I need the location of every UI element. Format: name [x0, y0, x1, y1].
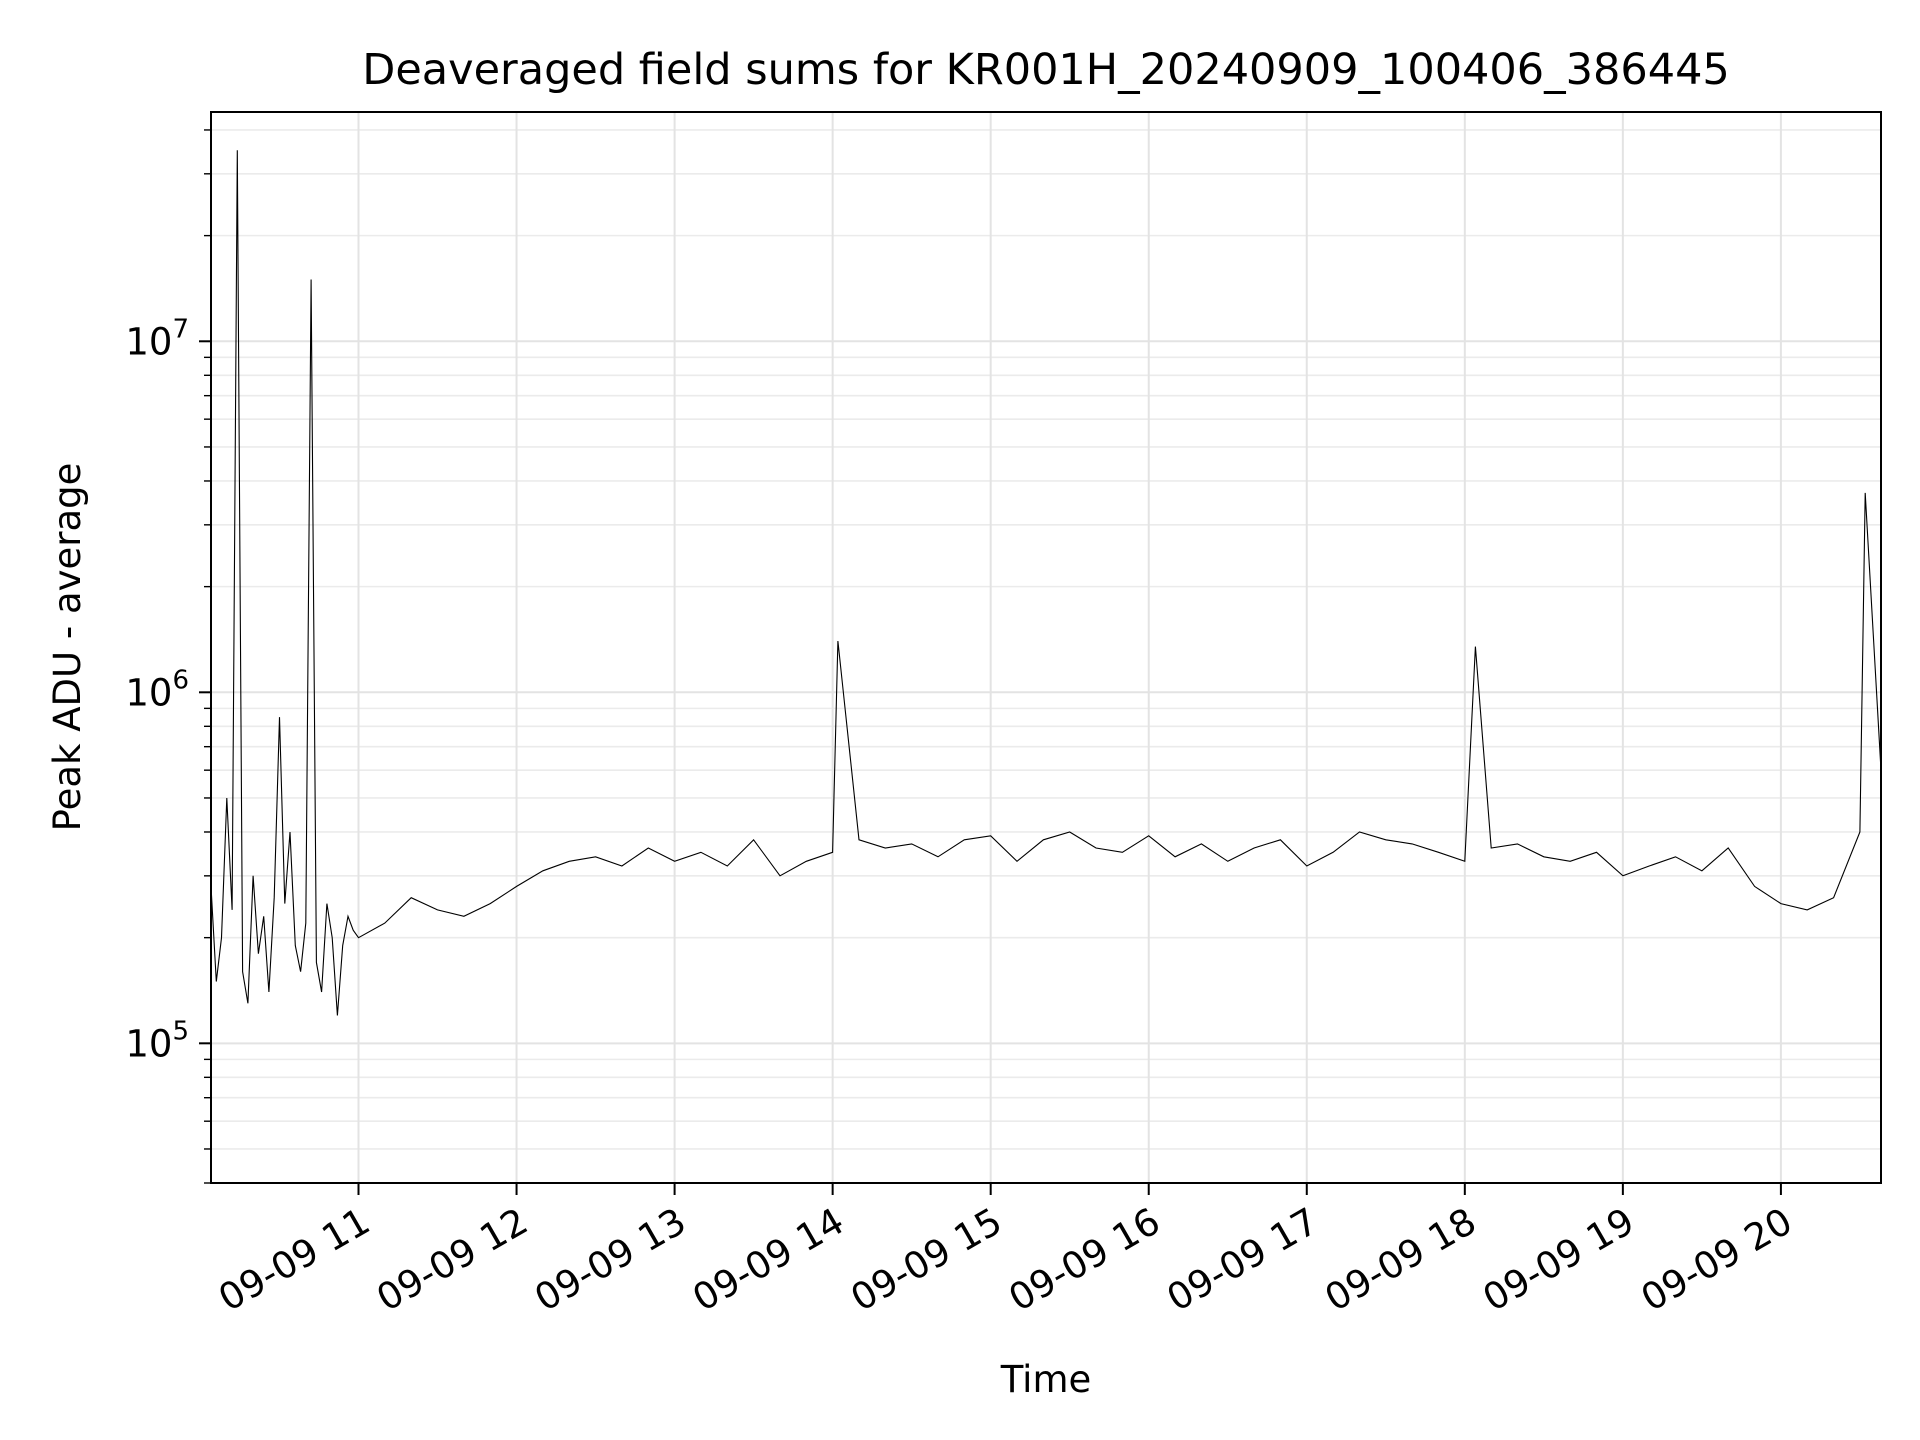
- series-line: [210, 150, 1882, 1016]
- y-axis-label: Peak ADU - average: [46, 463, 89, 832]
- axes-frame: [210, 111, 1882, 1184]
- y-tick-label: 106: [125, 665, 189, 714]
- x-axis-label: Time: [1000, 1358, 1092, 1401]
- grid-minor: [211, 129, 1881, 1184]
- chart-title: Deaveraged field sums for KR001H_2024090…: [362, 45, 1730, 95]
- y-tick-label: 105: [125, 1016, 189, 1065]
- y-axis-ticks: 105 106 107: [125, 129, 211, 1184]
- grid-major: [211, 112, 1881, 1183]
- plot-area: [210, 150, 1882, 1016]
- y-tick-label: 107: [125, 314, 189, 363]
